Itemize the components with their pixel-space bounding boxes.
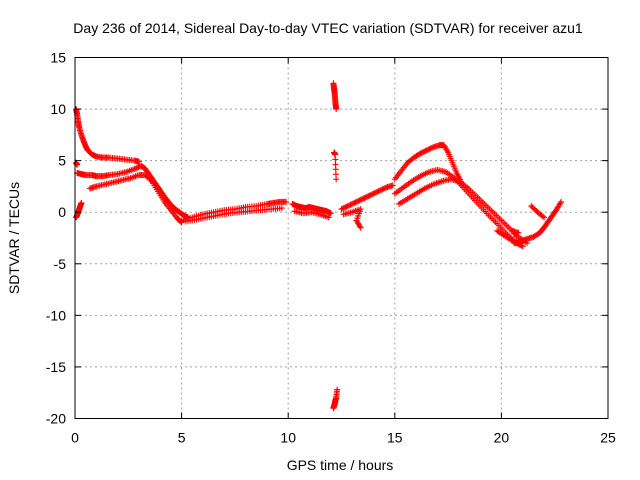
data-point <box>131 165 138 172</box>
data-point <box>381 185 388 192</box>
x-tick-label: 5 <box>178 430 186 446</box>
y-tick-label: 0 <box>58 204 66 220</box>
data-point <box>342 204 349 211</box>
y-tick-label: -10 <box>46 307 66 323</box>
data-point <box>360 195 367 202</box>
x-axis-label: GPS time / hours <box>287 457 394 473</box>
data-point <box>346 202 353 209</box>
data-point <box>557 200 564 207</box>
data-point <box>356 197 363 204</box>
data-point <box>389 182 396 189</box>
data-point <box>558 198 565 205</box>
data-point <box>421 148 428 155</box>
data-point <box>339 205 346 212</box>
data-point <box>378 186 385 193</box>
data-point <box>423 147 430 154</box>
data-point <box>132 165 139 172</box>
data-point <box>515 229 522 236</box>
data-point <box>347 201 354 208</box>
data-point <box>353 198 360 205</box>
x-tick-label: 10 <box>280 430 296 446</box>
data-point <box>422 147 429 154</box>
data-point <box>371 190 378 197</box>
y-tick-label: 5 <box>58 153 66 169</box>
data-point <box>380 185 387 192</box>
data-point <box>379 186 386 193</box>
data-point <box>444 147 451 154</box>
y-tick-label: -15 <box>46 359 66 375</box>
data-points <box>73 80 565 412</box>
data-point <box>134 164 141 171</box>
data-point <box>278 205 285 212</box>
data-point <box>356 223 363 230</box>
axis-ticks: 0 5 10 15 20 25 15 10 5 0 -5 -10 -15 -20 <box>46 50 616 446</box>
data-point <box>344 203 351 210</box>
data-point <box>539 213 546 220</box>
data-point <box>427 145 434 152</box>
data-point <box>370 190 377 197</box>
data-point <box>418 149 425 156</box>
data-point <box>373 189 380 196</box>
chart-title: Day 236 of 2014, Sidereal Day-to-day VTE… <box>73 20 583 36</box>
data-point <box>147 177 154 184</box>
data-point <box>365 193 372 200</box>
data-point <box>426 146 433 153</box>
data-point <box>351 199 358 206</box>
data-point <box>362 194 369 201</box>
data-point <box>338 206 345 213</box>
data-point <box>376 187 383 194</box>
data-point <box>78 199 85 206</box>
x-tick-label: 15 <box>387 430 403 446</box>
y-tick-label: 15 <box>50 50 66 66</box>
data-point <box>428 144 435 151</box>
x-tick-label: 25 <box>600 430 616 446</box>
data-point <box>374 188 381 195</box>
data-point <box>514 240 521 247</box>
data-point <box>325 214 332 221</box>
x-tick-label: 20 <box>494 430 510 446</box>
data-point <box>341 204 348 211</box>
data-point <box>517 240 524 247</box>
x-tick-label: 0 <box>71 430 79 446</box>
data-point <box>369 191 376 198</box>
y-tick-label: -5 <box>54 256 67 272</box>
data-point <box>350 200 357 207</box>
data-point <box>419 149 426 156</box>
data-point <box>416 151 423 158</box>
data-point <box>327 210 334 217</box>
y-tick-label: -20 <box>46 411 66 427</box>
data-point <box>333 176 340 183</box>
data-point <box>366 192 373 199</box>
data-point <box>364 193 371 200</box>
data-point <box>541 214 548 221</box>
data-point <box>358 196 365 203</box>
data-point <box>367 191 374 198</box>
data-point <box>343 203 350 210</box>
data-point <box>417 150 424 157</box>
data-point <box>135 158 142 165</box>
data-point <box>283 198 290 205</box>
data-point <box>348 201 355 208</box>
y-tick-label: 10 <box>50 101 66 117</box>
data-point <box>425 146 432 153</box>
data-point <box>357 196 364 203</box>
y-axis-label: SDTVAR / TECUs <box>6 182 22 294</box>
data-point <box>515 237 522 244</box>
data-point <box>352 199 359 206</box>
data-point <box>519 243 526 250</box>
data-point <box>512 239 519 246</box>
data-point <box>333 106 340 113</box>
data-point <box>357 224 364 231</box>
grid-lines <box>75 57 608 419</box>
data-point <box>334 386 341 393</box>
plot-frame <box>74 57 609 419</box>
data-point <box>361 194 368 201</box>
data-point <box>375 188 382 195</box>
data-point <box>355 198 362 205</box>
